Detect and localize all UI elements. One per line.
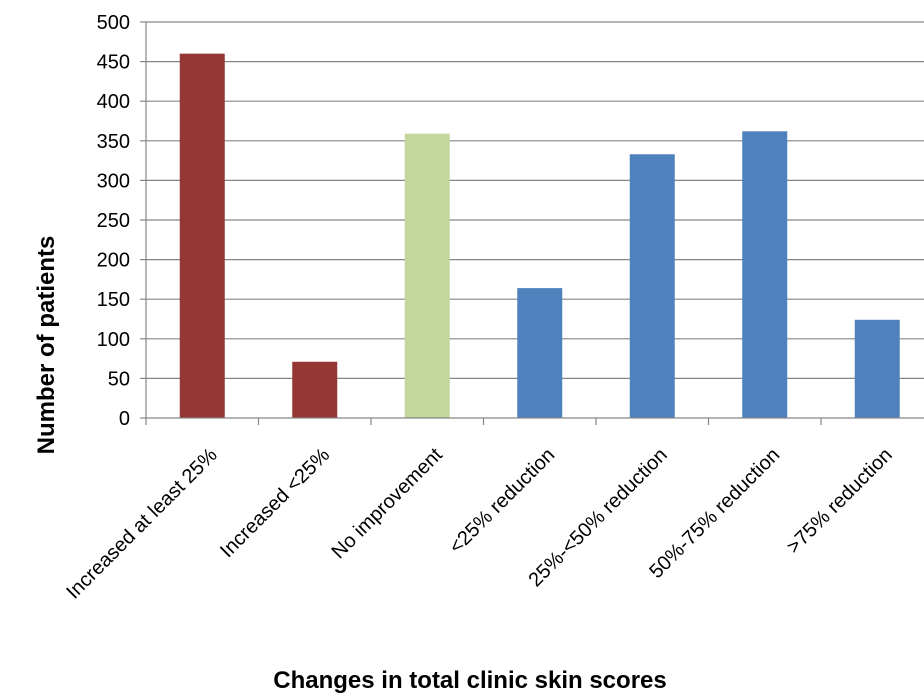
y-tick-label: 450: [97, 52, 130, 74]
bars: [179, 53, 900, 419]
y-tick-label: 200: [97, 250, 130, 272]
bar: [292, 361, 338, 418]
y-tick-label: 300: [97, 170, 130, 192]
gridlines: [146, 21, 924, 379]
y-tick-label: 50: [108, 368, 130, 390]
x-category-label: No improvement: [327, 444, 447, 564]
x-category-labels: Increased at least 25%Increased <25%No i…: [62, 444, 896, 604]
bar: [517, 288, 563, 418]
y-tick-label: 400: [97, 91, 130, 113]
y-tick-label: 0: [119, 408, 130, 430]
y-axis-title: Number of patients: [33, 236, 60, 455]
axes: [140, 21, 924, 425]
bar: [742, 131, 788, 418]
x-category-label: >75% reduction: [783, 444, 897, 558]
y-tick-label: 150: [97, 289, 130, 311]
bar: [179, 53, 225, 419]
bar: [629, 154, 675, 418]
x-category-label: Increased at least 25%: [62, 444, 222, 604]
bar: [854, 319, 900, 418]
x-axis-title: Changes in total clinic skin scores: [273, 667, 666, 694]
y-tick-label: 500: [97, 12, 130, 34]
y-tick-label: 250: [97, 210, 130, 232]
x-category-label: <25% reduction: [445, 444, 559, 558]
y-tick-label: 350: [97, 131, 130, 153]
y-tick-label: 100: [97, 329, 130, 351]
x-category-label: Increased <25%: [216, 444, 334, 562]
bar: [404, 133, 450, 418]
y-tick-labels: 0 50 100 150 200 250 300 350 400 450 500: [97, 12, 130, 430]
